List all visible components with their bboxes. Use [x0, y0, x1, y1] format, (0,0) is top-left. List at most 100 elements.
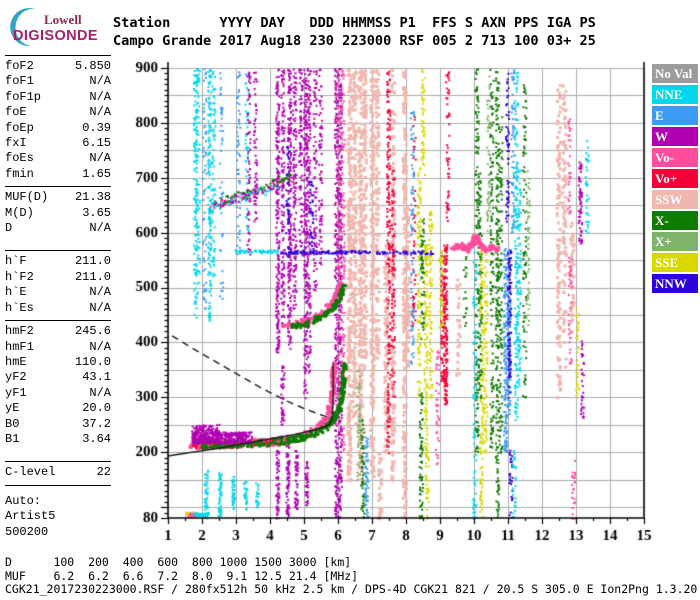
- param-row-hmF2: hmF2 245.6: [5, 324, 111, 339]
- param-label: foF2: [5, 59, 34, 73]
- bottom-info: D 100 200 400 600 800 1000 1500 3000 [km…: [5, 555, 698, 597]
- param-value: N/A: [89, 221, 111, 236]
- autoscaling-info: Auto: Artist5 500200: [5, 486, 111, 540]
- legend-item-no-val: No Val: [652, 64, 698, 83]
- param-label: hmF2: [5, 324, 34, 339]
- param-group: h`F 211.0 h`F2 211.0 h`E N/A h`Es N/A: [5, 250, 111, 320]
- logo-lowell-digisonde: Lowell DIGISONDE: [4, 6, 112, 48]
- legend-item-x-: X-: [652, 211, 698, 230]
- param-value: N/A: [89, 385, 111, 400]
- param-value: 5.850: [74, 59, 111, 73]
- param-label: hmF1: [5, 339, 34, 354]
- param-group: MUF(D) 21.38 M(D) 3.65 D N/A: [5, 186, 111, 240]
- param-label: h`E: [5, 285, 27, 300]
- param-label: yE: [5, 401, 20, 416]
- autoscaling-line: Artist5: [5, 509, 56, 524]
- param-value: 110.0: [74, 354, 111, 369]
- param-label: hmE: [5, 354, 27, 369]
- param-label: foE: [5, 105, 27, 120]
- param-value: 6.15: [82, 136, 111, 151]
- param-row-fmin: fmin 1.65: [5, 167, 111, 182]
- param-row-foF1: foF1 N/A: [5, 74, 111, 89]
- param-value: 37.2: [82, 416, 111, 431]
- muf-row: MUF 6.2 6.2 6.6 7.2 8.0 9.1 12.5 21.4 [M…: [5, 568, 359, 583]
- ionogram-plot: [120, 55, 680, 555]
- param-label: yF1: [5, 385, 27, 400]
- legend-item-ssw: SSW: [652, 190, 698, 209]
- param-group: C-level 22: [5, 461, 111, 486]
- param-label: fxI: [5, 136, 27, 151]
- param-value: N/A: [89, 285, 111, 300]
- param-label: foF1: [5, 74, 34, 89]
- param-row-foE: foE N/A: [5, 105, 111, 120]
- logo-swoosh-icon: Lowell DIGISONDE: [10, 8, 98, 47]
- legend-item-e: E: [652, 106, 698, 125]
- param-value: 211.0: [74, 269, 111, 284]
- param-row-foF1p: foF1p N/A: [5, 90, 111, 105]
- param-row-D: D N/A: [5, 221, 111, 236]
- param-value: 3.64: [82, 431, 111, 446]
- velocity-direction-legend: No Val NNE E W Vo- Vo+ SSW X- X+ SSE NNW: [652, 64, 698, 295]
- param-row-foF2: foF2 5.850: [5, 59, 111, 74]
- param-row-B0: B0 37.2: [5, 417, 111, 432]
- param-row-hmE: hmE 110.0: [5, 355, 111, 370]
- param-row-yF2: yF2 43.1: [5, 370, 111, 385]
- autoscaling-line: Auto:: [5, 493, 42, 508]
- param-row-h`F2: h`F2 211.0: [5, 270, 111, 285]
- param-value: N/A: [89, 105, 111, 120]
- legend-item-nnw: NNW: [652, 274, 698, 293]
- param-row-MUF(D): MUF(D) 21.38: [5, 190, 111, 205]
- param-label: M(D): [5, 205, 34, 220]
- param-row-foEp: foEp 0.39: [5, 121, 111, 136]
- param-row-fxI: fxI 6.15: [5, 136, 111, 151]
- param-row-hmF1: hmF1 N/A: [5, 340, 111, 355]
- param-row-C-level: C-level 22: [5, 465, 111, 480]
- param-label: B0: [5, 416, 20, 431]
- param-label: MUF(D): [5, 190, 49, 205]
- param-label: h`Es: [5, 300, 34, 315]
- legend-item-nne: NNE: [652, 85, 698, 104]
- param-row-yF1: yF1 N/A: [5, 386, 111, 401]
- param-label: B1: [5, 431, 20, 446]
- parameters-panel: foF2 5.850 foF1 N/A foF1p N/A foE N/A foEp 0.39 fx…: [5, 55, 111, 540]
- param-value: N/A: [89, 74, 111, 89]
- param-value: 245.6: [74, 324, 111, 339]
- station-header-values: Campo Grande 2017 Aug18 230 223000 RSF 0…: [113, 33, 596, 49]
- param-value: 0.39: [82, 120, 111, 135]
- param-value: 3.65: [82, 205, 111, 220]
- param-value: 20.0: [82, 401, 111, 416]
- param-value: N/A: [89, 151, 111, 166]
- param-label: h`F: [5, 254, 27, 269]
- param-label: C-level: [5, 465, 56, 480]
- distance-row: D 100 200 400 600 800 1000 1500 3000 [km…: [5, 555, 352, 569]
- param-value: 211.0: [74, 254, 111, 269]
- param-row-h`E: h`E N/A: [5, 285, 111, 300]
- legend-item-w: W: [652, 127, 698, 146]
- param-label: h`F2: [5, 269, 34, 284]
- legend-item-vo-: Vo-: [652, 148, 698, 167]
- param-label: fmin: [5, 166, 34, 181]
- param-label: D: [5, 221, 13, 236]
- param-value: 1.65: [82, 166, 111, 181]
- param-group: foF2 5.850 foF1 N/A foF1p N/A foE N/A foEp 0.39 fx…: [5, 55, 111, 186]
- param-value: N/A: [89, 89, 111, 104]
- param-row-M(D): M(D) 3.65: [5, 206, 111, 221]
- param-value: 43.1: [82, 370, 111, 385]
- legend-item-x+: X+: [652, 232, 698, 251]
- param-row-yE: yE 20.0: [5, 401, 111, 416]
- param-label: yF2: [5, 370, 27, 385]
- param-label: foF1p: [5, 89, 42, 104]
- param-row-h`Es: h`Es N/A: [5, 301, 111, 316]
- param-value: N/A: [89, 339, 111, 354]
- legend-item-sse: SSE: [652, 253, 698, 272]
- file-info-line: CGK21_2017230223000.RSF / 280fx512h 50 k…: [5, 582, 698, 596]
- param-value: N/A: [89, 300, 111, 315]
- param-value: 22: [96, 465, 111, 480]
- param-row-B1: B1 3.64: [5, 432, 111, 447]
- param-value: 21.38: [74, 190, 111, 205]
- param-label: foEp: [5, 120, 34, 135]
- legend-item-vo+: Vo+: [652, 169, 698, 188]
- param-row-h`F: h`F 211.0: [5, 254, 111, 269]
- logo-text-digisonde: DIGISONDE: [13, 28, 98, 44]
